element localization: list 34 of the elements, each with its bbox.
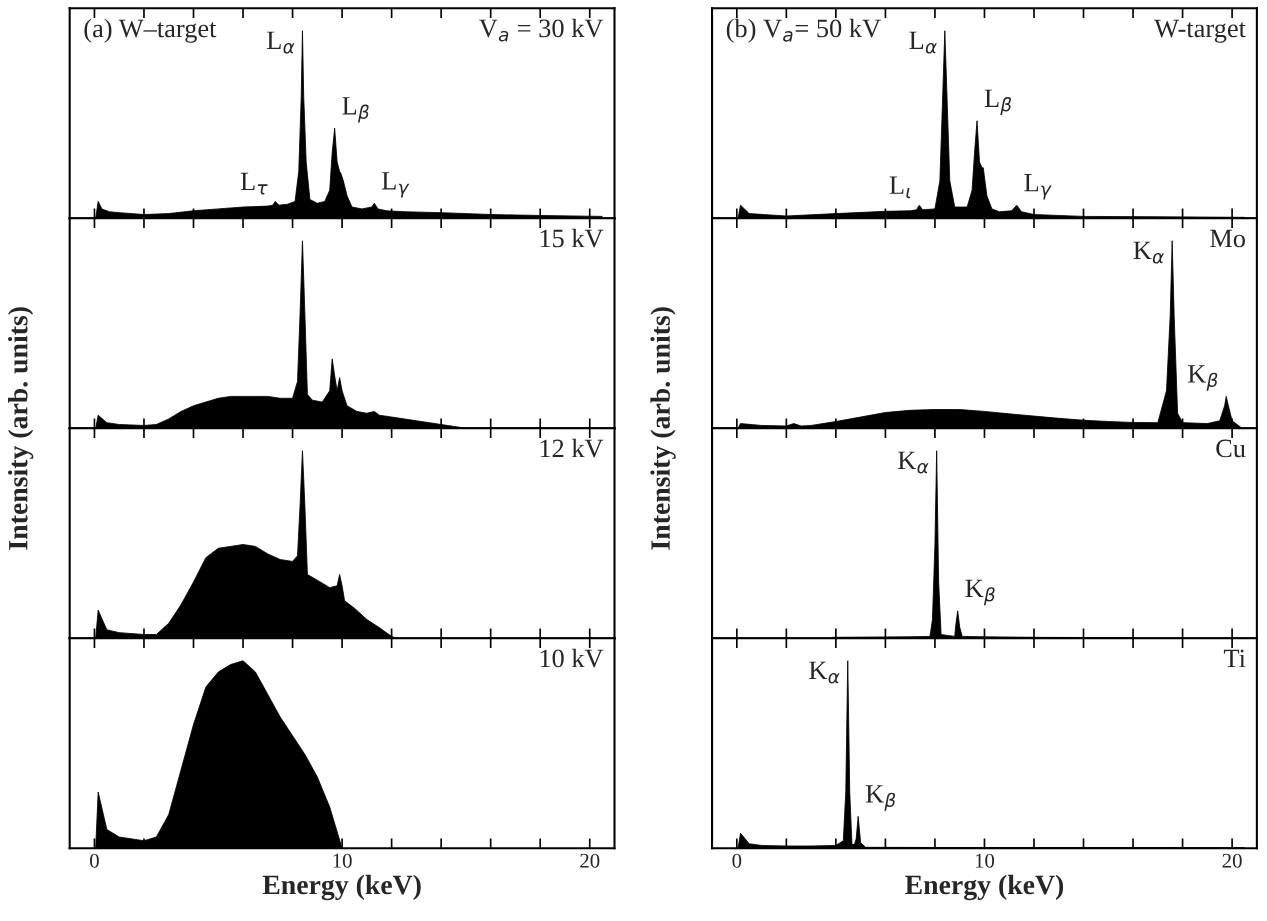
x-tick-label: 0 — [90, 853, 99, 868]
annotation: V$_{a}$ = 30 kV — [479, 18, 604, 42]
annotation: (a) W–target — [84, 18, 217, 43]
x-tick-label: 10 — [975, 853, 995, 868]
annotation: L$_{α}$ — [909, 31, 937, 54]
annotation: L$_{β}$ — [984, 89, 1011, 116]
annotation: K$_{β}$ — [1188, 365, 1218, 391]
annotation: 15 kV — [540, 228, 604, 248]
annotation: K$_{α}$ — [898, 451, 929, 474]
annotation: L$_{γ}$ — [381, 172, 410, 198]
x-axis-title: Energy (keV) — [905, 874, 1064, 901]
x-tick-label: 20 — [580, 853, 600, 868]
annotation: K$_{α}$ — [809, 661, 840, 684]
annotation: L$_{β}$ — [342, 97, 369, 123]
annotation: 10 kV — [540, 648, 604, 668]
x-tick-label: 20 — [1222, 853, 1242, 868]
annotation: 12 kV — [540, 438, 604, 458]
y-axis-title: Intensity (arb. units) — [8, 307, 34, 550]
x-tick-label: 10 — [333, 853, 352, 868]
annotation: L$_{α}$ — [266, 31, 295, 54]
annotation: K$_{β}$ — [865, 785, 896, 811]
y-axis-title: Intensity (arb. units) — [650, 307, 676, 550]
annotation: Mo — [1210, 229, 1245, 248]
annotation: K$_{β}$ — [965, 579, 995, 606]
x-tick-label: 0 — [732, 853, 742, 868]
x-axis-title: Energy (keV) — [262, 874, 421, 901]
annotation: L$_{τ}$ — [240, 172, 268, 195]
annotation: Cu — [1216, 439, 1246, 458]
annotation: (b) V$_{a}$= 50 kV — [726, 18, 881, 43]
annotation: L$_{γ}$ — [1024, 174, 1052, 200]
annotation: K$_{α}$ — [1133, 241, 1164, 264]
annotation: L$_{ι}$ — [889, 176, 911, 199]
annotation: Ti — [1223, 649, 1246, 668]
annotation: W-target — [1154, 19, 1246, 43]
